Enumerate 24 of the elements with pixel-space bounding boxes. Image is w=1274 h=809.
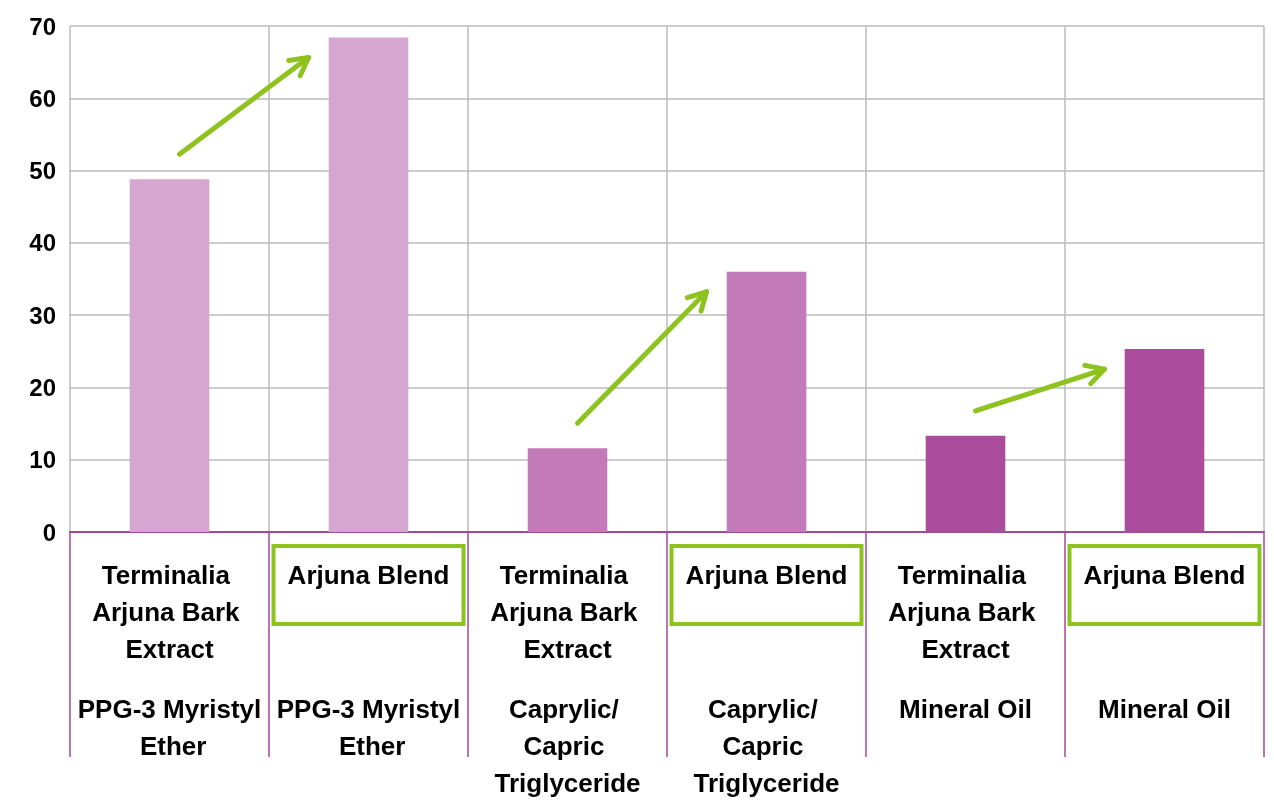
bar bbox=[129, 179, 210, 532]
text: Caprylic/ Capric Triglyceride bbox=[693, 693, 840, 798]
bar bbox=[726, 271, 807, 532]
x-tick-label: Terminalia Arjuna Bark Extract bbox=[888, 559, 1043, 664]
bar bbox=[328, 37, 409, 532]
y-tick-label: 30 bbox=[29, 301, 56, 329]
x-tick-label: Terminalia Arjuna Bark Extract bbox=[490, 559, 645, 664]
y-tick-label: 70 bbox=[29, 12, 56, 40]
text: Mineral Oil bbox=[1098, 693, 1231, 724]
y-tick-label: 0 bbox=[42, 518, 56, 546]
y-tick-label: 60 bbox=[29, 84, 56, 112]
text: Caprylic/ Capric Triglyceride bbox=[494, 693, 641, 798]
bar bbox=[527, 448, 608, 532]
text: PPG-3 Myristyl Ether bbox=[77, 693, 262, 761]
x-tick-label: Arjuna Blend bbox=[685, 559, 848, 590]
text: PPG-3 Myristyl Ether bbox=[276, 693, 461, 761]
x-tick-label: Terminalia Arjuna Bark Extract bbox=[92, 559, 247, 664]
y-tick-label: 50 bbox=[29, 157, 56, 185]
x-tick-label: Arjuna Blend bbox=[287, 559, 450, 590]
x-tick-label: Arjuna Blend bbox=[1083, 559, 1246, 590]
y-tick-label: 10 bbox=[29, 446, 56, 474]
text: Mineral Oil bbox=[899, 693, 1032, 724]
y-tick-label: 40 bbox=[29, 229, 56, 257]
y-tick-label: 20 bbox=[29, 373, 56, 401]
